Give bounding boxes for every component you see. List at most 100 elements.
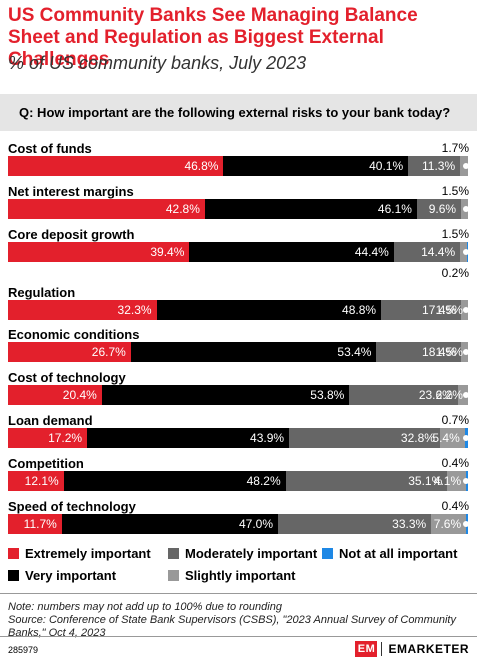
stacked-bar: 20.4% 53.8% 23.6% 2.2% [8, 385, 469, 405]
category-label: Cost of funds [8, 141, 92, 156]
legend-item-extremely: Extremely important [8, 546, 151, 561]
bar-segment-extremely: 11.7% [8, 514, 62, 534]
data-label: 1.5% [435, 345, 463, 359]
data-label: 18.4% [422, 345, 457, 359]
bar-segment-extremely: 32.3% [8, 300, 157, 320]
stacked-bar: 32.3% 48.8% 17.4% 1.5% [8, 300, 469, 320]
bar-segment-very: 44.4% [189, 242, 394, 262]
data-label: 32.3% [117, 303, 152, 317]
bar-segment-very: 40.1% [223, 156, 409, 176]
stacked-bar: 42.8% 46.1% 9.6% [8, 199, 469, 219]
legend-item-moderately: Moderately important [168, 546, 317, 561]
bar-segment-moderately: 35.1% [285, 471, 448, 491]
bar-end-marker [463, 521, 469, 527]
chart-title: US Community Banks See Managing Balance … [8, 5, 418, 70]
bar-end-marker [463, 435, 469, 441]
legend-swatch [168, 570, 179, 581]
data-label: 26.7% [91, 345, 126, 359]
legend-label: Not at all important [339, 546, 458, 561]
chart-subtitle: % of US community banks, July 2023 [8, 53, 307, 73]
data-label: 42.8% [165, 202, 200, 216]
footnote: Note: numbers may not add up to 100% due… [8, 601, 468, 640]
legend-label: Very important [25, 568, 117, 583]
bar-segment-moderately: 14.4% [393, 242, 461, 262]
bar-segment-moderately: 32.8% [289, 428, 440, 448]
callout-label: 0.2% [441, 266, 469, 280]
bar-segment-slightly: 4.1% [434, 471, 467, 491]
bar-end-marker [463, 249, 469, 255]
divider [0, 593, 477, 594]
bar-segment-extremely: 12.1% [8, 471, 64, 491]
bar-segment-extremely: 26.7% [8, 342, 131, 362]
stacked-bar: 39.4% 44.4% 14.4% [8, 242, 469, 262]
bar-segment-extremely: 17.2% [8, 428, 88, 448]
bar-segment-extremely: 39.4% [8, 242, 190, 262]
bar-segment-moderately: 9.6% [416, 199, 462, 219]
data-label: 53.4% [337, 345, 372, 359]
bar-segment-moderately: 17.4% [381, 300, 462, 320]
data-label: 40.1% [369, 159, 404, 173]
stacked-bar: 11.7% 47.0% 33.3% 7.6% [8, 514, 469, 534]
legend-swatch [8, 570, 19, 581]
data-label: 44.4% [354, 245, 389, 259]
data-label: 48.2% [246, 474, 281, 488]
data-label: 1.5% [435, 303, 463, 317]
data-label: 17.2% [48, 431, 83, 445]
category-label: Economic conditions [8, 327, 140, 342]
legend-swatch [168, 548, 179, 559]
stacked-bar: 26.7% 53.4% 18.4% 1.5% [8, 342, 469, 362]
bar-segment-slightly: 5.4% [432, 428, 465, 448]
survey-question: Q: How important are the following exter… [0, 94, 477, 131]
brand-name: EMARKETER [388, 642, 469, 656]
legend-item-not-at-all: Not at all important [322, 546, 457, 561]
bar-end-marker [463, 307, 469, 313]
bar-segment-very: 53.4% [130, 342, 377, 362]
callout-label: 0.4% [441, 456, 469, 470]
legend-item-very: Very important [8, 568, 116, 583]
data-label: 11.7% [23, 517, 57, 531]
data-label: 23.6% [418, 388, 453, 402]
bar-end-marker [463, 206, 469, 212]
bar-segment-very: 48.2% [63, 471, 286, 491]
stacked-bar: 17.2% 43.9% 32.8% 5.4% [8, 428, 469, 448]
bar-segment-extremely: 46.8% [8, 156, 224, 176]
bar-segment-extremely: 42.8% [8, 199, 205, 219]
bar-end-marker [463, 163, 469, 169]
callout-label: 1.5% [441, 184, 469, 198]
category-label: Speed of technology [8, 499, 136, 514]
data-label: 9.6% [428, 202, 457, 216]
bar-segment-very: 47.0% [61, 514, 278, 534]
data-label: 46.1% [377, 202, 412, 216]
category-label: Net interest margins [8, 184, 134, 199]
em-logo-icon: EM [355, 641, 378, 657]
data-label: 43.9% [250, 431, 285, 445]
bar-segment-extremely: 20.4% [8, 385, 102, 405]
category-label: Regulation [8, 285, 76, 300]
bar-segment-moderately: 23.6% [349, 385, 458, 405]
legend-label: Extremely important [25, 546, 151, 561]
data-label: 17.4% [422, 303, 457, 317]
bar-end-marker [463, 392, 469, 398]
bar-end-marker [463, 349, 469, 355]
data-label: 53.8% [310, 388, 345, 402]
data-label: 33.3% [392, 517, 427, 531]
bar-segment-very: 43.9% [87, 428, 290, 448]
category-label: Cost of technology [8, 370, 126, 385]
chart-id: 285979 [8, 645, 39, 655]
legend-label: Moderately important [185, 546, 318, 561]
data-label: 4.1% [433, 474, 462, 488]
callout-label: 0.4% [441, 499, 469, 513]
bar-segment-moderately: 18.4% [376, 342, 462, 362]
bar-segment-moderately: 33.3% [278, 514, 432, 534]
bar-segment-slightly: 2.2% [436, 385, 468, 405]
data-label: 35.1% [408, 474, 443, 488]
bar-end-marker [463, 478, 469, 484]
bar-segment-very: 46.1% [204, 199, 417, 219]
legend-item-slightly: Slightly important [168, 568, 296, 583]
note-text: Note: numbers may not add up to 100% due… [8, 601, 282, 613]
category-label: Competition [8, 456, 84, 471]
data-label: 11.3% [422, 159, 456, 173]
callout-label: 0.7% [441, 413, 469, 427]
data-label: 32.8% [400, 431, 435, 445]
callout-label: 1.7% [441, 141, 469, 155]
